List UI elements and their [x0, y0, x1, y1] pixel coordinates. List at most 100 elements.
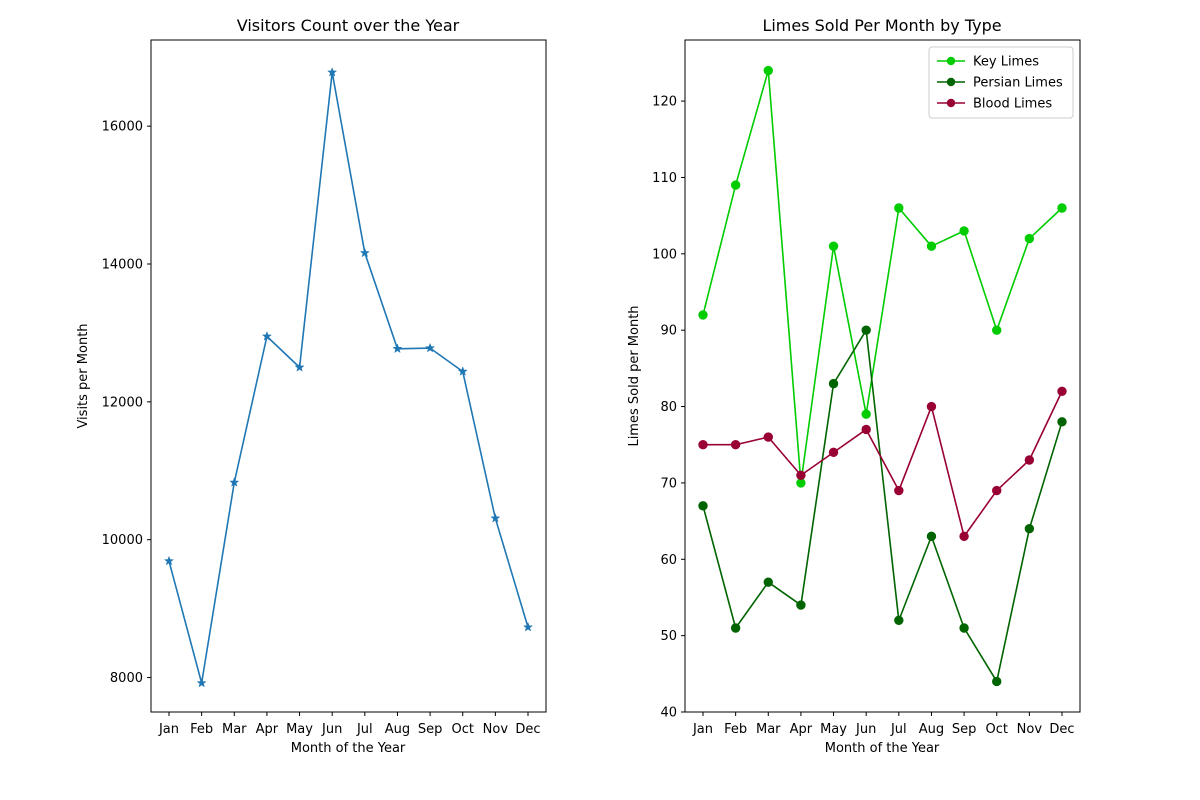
- limes-x-tick-label: Nov: [1017, 722, 1043, 737]
- limes-persian-limes-point: [1024, 524, 1035, 534]
- limes-persian-limes-point: [730, 623, 741, 633]
- limes-persian-limes-point: [959, 623, 969, 633]
- visitors-series-0-line: [168, 71, 529, 684]
- visitors-x-tick-label: Apr: [256, 722, 279, 737]
- legend-blood-limes-label: Blood Limes: [973, 97, 1052, 112]
- limes-key-limes-point: [959, 226, 969, 236]
- visitors-y-tick-label: 16000: [102, 120, 143, 135]
- visitors-x-tick-label: Jul: [356, 722, 373, 737]
- visitors-series-0-point: [196, 677, 207, 688]
- visitors-series-0-point: [261, 331, 272, 341]
- visitors-plot-area: Jan Feb Mar Apr May Jun Jul Aug Sep Oct Nov Dec 8000…: [102, 39, 547, 737]
- visitors-series-0-point: [490, 512, 501, 523]
- visitors-x-tick-label: Feb: [190, 722, 213, 737]
- limes-key-limes-point: [698, 310, 708, 320]
- limes-y-axis-label: Limes Sold per Month: [627, 305, 642, 446]
- limes-key-limes-point: [1024, 233, 1035, 244]
- limes-y-tick-label: 100: [652, 247, 677, 262]
- limes-key-limes-point: [861, 409, 871, 419]
- limes-y-tick-label: 90: [660, 324, 677, 339]
- limes-blood-limes-point: [959, 531, 969, 542]
- legend-key-limes-label: Key Limes: [973, 55, 1039, 70]
- visitors-x-tick-label: Mar: [222, 722, 247, 737]
- legend-key-limes-marker: [946, 56, 956, 66]
- limes-persian-limes-line: [702, 329, 1063, 683]
- limes-x-tick-label: Oct: [985, 722, 1007, 737]
- limes-axes-frame: [684, 39, 1081, 713]
- limes-key-limes-line: [702, 69, 1063, 484]
- limes-key-limes-point: [763, 65, 773, 76]
- legend-blood-limes-marker: [946, 98, 956, 108]
- visitors-series-0-point: [294, 362, 305, 372]
- visitors-x-tick-label: Oct: [451, 722, 473, 737]
- limes-key-limes-point: [730, 180, 741, 190]
- limes-blood-limes-point: [796, 470, 806, 480]
- limes-x-tick-label: Jul: [890, 722, 907, 737]
- limes-persian-limes-point: [828, 378, 839, 389]
- limes-y-tick-label: 80: [660, 400, 677, 415]
- limes-plot-area: Jan Feb Mar Apr May Jun Jul Aug Sep Oct Nov Dec 40 50…: [652, 39, 1081, 737]
- limes-x-tick-label: May: [820, 722, 847, 737]
- limes-persian-limes-point: [698, 501, 708, 511]
- limes-y-tick-label: 70: [660, 476, 677, 491]
- visitors-y-tick-label: 8000: [110, 671, 143, 686]
- limes-blood-limes-line: [703, 390, 1063, 538]
- visitors-series-0-point: [457, 366, 468, 376]
- visitors-x-tick-label: Nov: [483, 722, 509, 737]
- visitors-y-axis-label: Visits per Month: [76, 323, 91, 428]
- limes-blood-limes-point: [926, 401, 937, 412]
- visitors-series-0-point: [425, 342, 436, 353]
- visitors-x-tick-label: Jan: [158, 722, 179, 737]
- limes-blood-limes-point: [828, 447, 839, 458]
- limes-persian-limes-point: [894, 615, 904, 626]
- limes-chart-title: Limes Sold Per Month by Type: [762, 16, 1001, 35]
- visitors-x-tick-label: Aug: [385, 722, 410, 737]
- limes-x-tick-label: Jun: [855, 722, 876, 737]
- limes-blood-limes-point: [1024, 455, 1035, 465]
- visitors-chart-title: Visitors Count over the Year: [237, 16, 460, 35]
- visitors-x-tick-label: Sep: [418, 722, 443, 737]
- visitors-axes-frame: [150, 39, 547, 713]
- visitors-x-tick-label: Jun: [321, 722, 342, 737]
- limes-y-tick-label: 110: [652, 171, 677, 186]
- limes-x-tick-label: Aug: [919, 722, 944, 737]
- limes-chart: Limes Sold Per Month by Type Month of th…: [627, 16, 1081, 756]
- limes-x-tick-label: Jan: [692, 722, 713, 737]
- visitors-x-tick-label: Dec: [515, 722, 540, 737]
- limes-blood-limes-point: [1057, 386, 1067, 396]
- visitors-series-0-point: [327, 67, 338, 77]
- limes-persian-limes-point: [1057, 417, 1067, 427]
- limes-blood-limes-point: [992, 485, 1002, 496]
- limes-x-tick-label: Dec: [1049, 722, 1074, 737]
- limes-blood-limes-point: [763, 432, 773, 442]
- limes-blood-limes-point: [894, 485, 904, 496]
- visitors-x-axis-label: Month of the Year: [291, 741, 406, 756]
- visitors-series-0-point: [392, 343, 403, 354]
- limes-x-tick-label: Mar: [756, 722, 781, 737]
- limes-persian-limes-point: [926, 531, 937, 542]
- limes-y-tick-label: 60: [660, 553, 677, 568]
- limes-key-limes-point: [894, 203, 904, 213]
- visitors-series-0-point: [229, 477, 240, 487]
- limes-x-axis-label: Month of the Year: [825, 741, 940, 756]
- limes-y-tick-label: 120: [652, 95, 677, 110]
- limes-persian-limes-point: [861, 325, 871, 335]
- limes-persian-limes-point: [763, 577, 773, 587]
- limes-key-limes-point: [1057, 203, 1067, 213]
- visitors-series-0-point: [522, 621, 534, 632]
- limes-x-tick-label: Sep: [952, 722, 977, 737]
- visitors-series-0-point: [359, 247, 370, 258]
- limes-key-limes-point: [926, 241, 937, 251]
- visitors-y-tick-label: 12000: [102, 395, 143, 410]
- visitors-series-0-point: [163, 555, 175, 566]
- limes-key-limes-point: [828, 241, 839, 251]
- limes-persian-limes-point: [796, 600, 806, 610]
- limes-legend-box: [928, 46, 1074, 119]
- visitors-chart: Visitors Count over the Year Month of th…: [76, 16, 547, 756]
- limes-blood-limes-point: [698, 440, 708, 450]
- visitors-y-tick-label: 14000: [102, 258, 143, 273]
- legend-persian-limes-marker: [946, 77, 956, 87]
- limes-blood-limes-point: [730, 440, 741, 450]
- limes-y-tick-label: 40: [660, 706, 677, 721]
